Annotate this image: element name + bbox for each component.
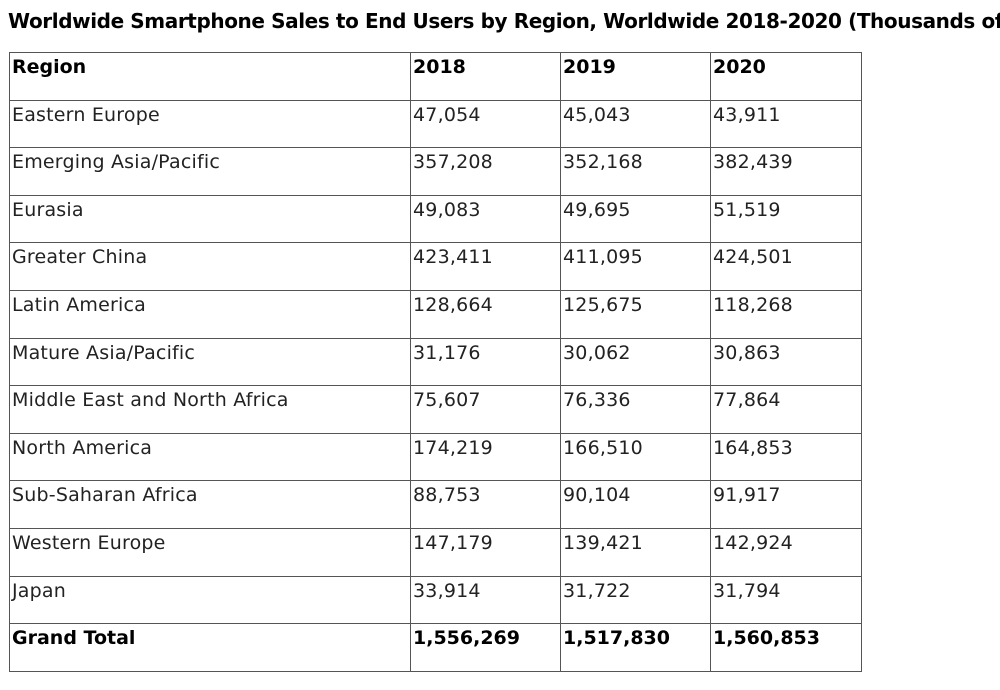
region-cell: Eurasia bbox=[9, 194, 411, 244]
region-cell: Emerging Asia/Pacific bbox=[9, 147, 411, 196]
table-row: Mature Asia/Pacific 31,176 30,062 30,863 bbox=[9, 337, 862, 387]
value-2018-cell: 128,664 bbox=[410, 289, 561, 339]
value-2019-cell: 166,510 bbox=[560, 432, 711, 482]
value-2018-cell: 88,753 bbox=[410, 480, 561, 529]
value-2020-cell: 30,863 bbox=[710, 337, 862, 387]
value-2019-cell: 49,695 bbox=[560, 194, 711, 244]
column-header-2020: 2020 bbox=[710, 52, 862, 101]
region-cell: North America bbox=[9, 432, 411, 482]
value-2019-cell: 352,168 bbox=[560, 147, 711, 196]
value-2020-cell: 31,794 bbox=[710, 575, 862, 625]
region-cell: Middle East and North Africa bbox=[9, 385, 411, 434]
grand-total-label: Grand Total bbox=[9, 623, 411, 672]
value-2020-cell: 51,519 bbox=[710, 194, 862, 244]
table-row: Sub-Saharan Africa 88,753 90,104 91,917 bbox=[9, 480, 862, 529]
region-cell: Western Europe bbox=[9, 527, 411, 577]
column-header-region: Region bbox=[9, 52, 411, 101]
grand-total-2018: 1,556,269 bbox=[410, 623, 561, 672]
value-2019-cell: 30,062 bbox=[560, 337, 711, 387]
value-2018-cell: 357,208 bbox=[410, 147, 561, 196]
value-2019-cell: 411,095 bbox=[560, 242, 711, 291]
value-2018-cell: 174,219 bbox=[410, 432, 561, 482]
value-2018-cell: 47,054 bbox=[410, 99, 561, 149]
region-cell: Eastern Europe bbox=[9, 99, 411, 149]
value-2018-cell: 49,083 bbox=[410, 194, 561, 244]
table-body: Eastern Europe 47,054 45,043 43,911 Emerging… bbox=[9, 99, 862, 672]
value-2020-cell: 91,917 bbox=[710, 480, 862, 529]
value-2020-cell: 43,911 bbox=[710, 99, 862, 149]
region-cell: Sub-Saharan Africa bbox=[9, 480, 411, 529]
table-row: North America 174,219 166,510 164,853 bbox=[9, 432, 862, 482]
value-2018-cell: 31,176 bbox=[410, 337, 561, 387]
table-row: Middle East and North Africa 75,607 76,336… bbox=[9, 385, 862, 434]
value-2018-cell: 75,607 bbox=[410, 385, 561, 434]
value-2018-cell: 33,914 bbox=[410, 575, 561, 625]
region-cell: Mature Asia/Pacific bbox=[9, 337, 411, 387]
value-2020-cell: 118,268 bbox=[710, 289, 862, 339]
header-row: Region 2018 2019 2020 bbox=[9, 52, 862, 101]
value-2019-cell: 139,421 bbox=[560, 527, 711, 577]
value-2018-cell: 147,179 bbox=[410, 527, 561, 577]
table-title: Worldwide Smartphone Sales to End Users … bbox=[8, 9, 1000, 33]
table-row: Greater China 423,411 411,095 424,501 bbox=[9, 242, 862, 291]
region-cell: Greater China bbox=[9, 242, 411, 291]
value-2020-cell: 424,501 bbox=[710, 242, 862, 291]
table-row: Western Europe 147,179 139,421 142,924 bbox=[9, 527, 862, 577]
table-row: Eurasia 49,083 49,695 51,519 bbox=[9, 194, 862, 244]
table-row: Latin America 128,664 125,675 118,268 bbox=[9, 289, 862, 339]
column-header-2019: 2019 bbox=[560, 52, 711, 101]
value-2018-cell: 423,411 bbox=[410, 242, 561, 291]
table-row: Eastern Europe 47,054 45,043 43,911 bbox=[9, 99, 862, 149]
region-cell: Japan bbox=[9, 575, 411, 625]
value-2020-cell: 382,439 bbox=[710, 147, 862, 196]
value-2019-cell: 76,336 bbox=[560, 385, 711, 434]
sales-table: Region 2018 2019 2020 Eastern Europe 47,0… bbox=[9, 52, 862, 672]
value-2019-cell: 45,043 bbox=[560, 99, 711, 149]
grand-total-2020: 1,560,853 bbox=[710, 623, 862, 672]
column-header-2018: 2018 bbox=[410, 52, 561, 101]
table-row: Japan 33,914 31,722 31,794 bbox=[9, 575, 862, 625]
value-2019-cell: 90,104 bbox=[560, 480, 711, 529]
value-2020-cell: 142,924 bbox=[710, 527, 862, 577]
table-row: Emerging Asia/Pacific 357,208 352,168 382,4… bbox=[9, 147, 862, 196]
region-cell: Latin America bbox=[9, 289, 411, 339]
grand-total-2019: 1,517,830 bbox=[560, 623, 711, 672]
value-2020-cell: 77,864 bbox=[710, 385, 862, 434]
value-2019-cell: 31,722 bbox=[560, 575, 711, 625]
value-2019-cell: 125,675 bbox=[560, 289, 711, 339]
value-2020-cell: 164,853 bbox=[710, 432, 862, 482]
grand-total-row: Grand Total 1,556,269 1,517,830 1,560,853 bbox=[9, 623, 862, 672]
